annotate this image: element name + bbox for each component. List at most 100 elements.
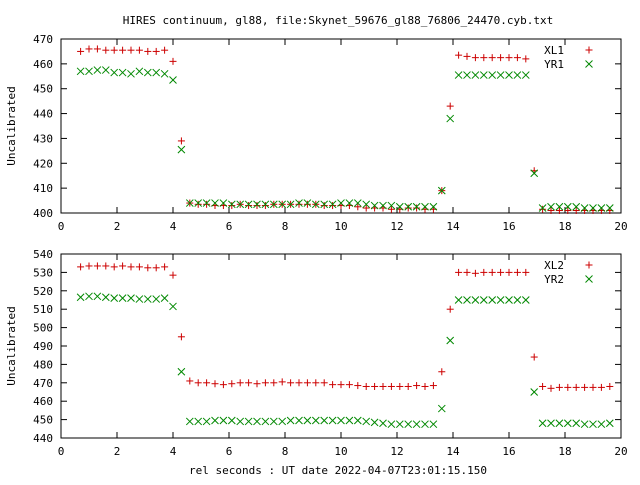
data-point [227, 200, 236, 209]
y-tick-label: 530 [33, 266, 53, 279]
data-point [102, 46, 110, 54]
legend-label: YR2 [544, 273, 564, 286]
data-point [563, 202, 572, 211]
data-point [143, 295, 152, 303]
data-point [194, 379, 202, 387]
data-point [185, 417, 194, 426]
x-tick-label: 18 [558, 445, 571, 458]
data-point [547, 202, 555, 211]
data-point [253, 380, 261, 388]
data-point [379, 382, 387, 390]
data-point [345, 416, 354, 425]
data-point [119, 46, 127, 54]
data-point [261, 202, 269, 210]
data-point [160, 69, 169, 78]
data-point [354, 203, 362, 211]
data-point [211, 416, 219, 425]
data-point [119, 262, 127, 270]
y-tick-label: 400 [33, 207, 53, 220]
x-tick-label: 0 [58, 445, 65, 458]
data-point [539, 382, 547, 390]
data-point [270, 379, 278, 387]
data-point [118, 294, 127, 303]
data-point [211, 199, 219, 207]
data-point [110, 263, 118, 271]
legend-label: YR1 [544, 58, 564, 71]
data-point [110, 294, 119, 303]
data-point [547, 207, 555, 215]
data-point [328, 416, 337, 425]
x-tick-label: 14 [446, 220, 460, 233]
data-point [278, 417, 287, 426]
y-tick-label: 420 [33, 157, 53, 170]
data-point [395, 202, 404, 211]
y-tick-label: 440 [33, 108, 53, 121]
data-point [127, 263, 135, 271]
data-point [530, 169, 539, 178]
data-point [463, 52, 471, 60]
data-point [110, 68, 119, 77]
data-point [496, 296, 505, 304]
data-point [581, 383, 589, 391]
data-point [329, 202, 337, 210]
x-tick-label: 12 [390, 220, 403, 233]
data-point [194, 417, 203, 426]
data-point [362, 382, 370, 390]
x-tick-label: 20 [614, 445, 627, 458]
data-point [480, 268, 488, 276]
plot-frame [60, 38, 622, 214]
y-tick-label: 470 [33, 33, 53, 46]
data-point [303, 200, 311, 208]
x-axis-label: rel seconds : UT date 2022-04-07T23:01:1… [189, 464, 487, 477]
data-point [606, 382, 614, 390]
data-point [530, 353, 538, 361]
series-yr1 [76, 66, 614, 212]
data-point [404, 382, 412, 390]
data-point [202, 199, 211, 207]
data-point [161, 46, 169, 54]
data-point [572, 383, 580, 391]
data-point [446, 102, 454, 110]
data-point [505, 296, 513, 304]
data-point [312, 379, 320, 387]
data-point [93, 45, 101, 53]
data-point [303, 379, 311, 387]
data-point [152, 68, 161, 77]
data-point [437, 186, 446, 195]
data-point [396, 382, 404, 390]
data-point [513, 296, 522, 304]
data-point [269, 200, 278, 209]
data-point [203, 379, 211, 387]
y-tick-label: 470 [33, 377, 53, 390]
data-point [589, 204, 597, 212]
data-point [353, 416, 362, 425]
data-point [144, 264, 152, 272]
data-point [152, 47, 160, 55]
series-xl2 [77, 262, 614, 392]
data-point [404, 420, 413, 429]
data-point [589, 420, 597, 429]
data-point [76, 67, 85, 76]
data-point [488, 54, 496, 62]
data-point [177, 145, 186, 154]
data-point [455, 268, 463, 276]
data-point [253, 200, 261, 209]
data-point [135, 67, 144, 76]
data-point [580, 204, 589, 212]
data-point [505, 54, 513, 62]
data-point [580, 420, 589, 429]
data-point [370, 201, 379, 210]
data-point [555, 419, 564, 428]
data-point [311, 200, 320, 209]
data-point [421, 420, 429, 429]
data-point [522, 55, 530, 63]
data-point [479, 71, 488, 79]
x-tick-label: 4 [170, 445, 177, 458]
data-point [513, 71, 522, 79]
chart-panel-bottom: 440 450 460 470 480 490 500 510 520 530 540 0 2 4 6 8 10… [5, 248, 628, 458]
x-tick-label: 6 [226, 445, 233, 458]
data-point [379, 201, 387, 210]
data-point [387, 205, 395, 213]
y-tick-label: 540 [33, 248, 53, 261]
data-point [286, 200, 295, 209]
